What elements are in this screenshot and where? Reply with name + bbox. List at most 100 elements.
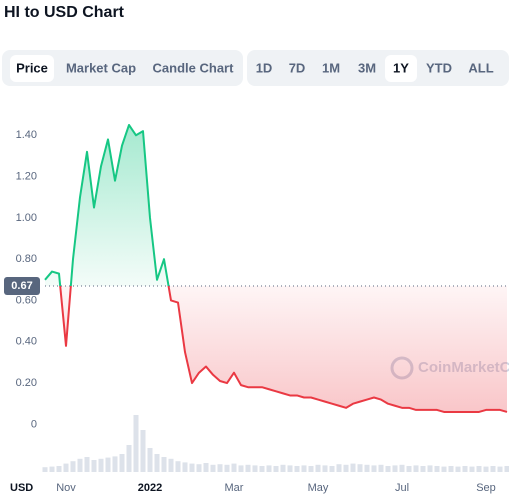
volume-bar xyxy=(490,466,496,472)
volume-bar xyxy=(84,457,90,472)
volume-bar xyxy=(420,466,426,472)
tab-group xyxy=(2,50,243,86)
volume-bar xyxy=(147,448,153,472)
y-tick-label: 0.40 xyxy=(16,336,37,348)
volume-bar xyxy=(70,461,76,472)
tab[interactable]: Market Cap xyxy=(66,60,136,75)
page-title: HI to USD Chart xyxy=(4,4,125,21)
volume-bar xyxy=(280,464,286,472)
volume-bar xyxy=(210,464,216,472)
volume-bar xyxy=(245,464,251,472)
volume-bar xyxy=(336,464,342,472)
volume-bar xyxy=(504,466,509,472)
volume-bar xyxy=(63,463,69,472)
volume-bar xyxy=(343,464,349,472)
volume-bar xyxy=(259,466,265,472)
volume-bar xyxy=(483,466,489,472)
volume-bar xyxy=(399,464,405,472)
volume-bar xyxy=(476,466,482,472)
y-tick-label: 1.40 xyxy=(16,129,37,141)
x-tick-label: Jul xyxy=(395,482,409,494)
volume-bar xyxy=(266,465,272,472)
price-area xyxy=(45,124,507,412)
range-button[interactable]: 3M xyxy=(358,60,376,75)
volume-bar xyxy=(112,456,118,472)
volume-bar xyxy=(231,463,237,472)
volume-bar xyxy=(217,464,223,472)
volume-bar xyxy=(252,465,258,472)
baseline-label: 0.67 xyxy=(11,280,32,292)
range-button[interactable]: ALL xyxy=(468,60,493,75)
tab-selected-bg xyxy=(10,55,54,82)
volume-bar xyxy=(350,463,356,472)
volume-bar xyxy=(168,458,174,472)
volume-bar xyxy=(203,463,209,472)
volume-bar xyxy=(140,430,146,472)
volume-bar xyxy=(182,462,188,472)
range-button[interactable]: 1M xyxy=(322,60,340,75)
x-tick-label: Nov xyxy=(56,482,76,494)
volume-bar xyxy=(462,466,468,472)
volume-bar xyxy=(315,464,321,472)
volume-bar xyxy=(392,465,398,472)
volume-bar xyxy=(378,464,384,472)
volume-bar xyxy=(56,466,62,472)
y-tick-label: 1.20 xyxy=(16,170,37,182)
volume-bar xyxy=(308,466,314,472)
volume-bar xyxy=(357,464,363,472)
price-line xyxy=(44,123,508,413)
volume-bar xyxy=(294,466,300,472)
currency-label: USD xyxy=(10,482,33,494)
volume-bar xyxy=(161,457,167,472)
y-tick-label: 0 xyxy=(31,418,37,430)
volume-bar xyxy=(224,464,230,472)
y-tick-label: 1.00 xyxy=(16,212,37,224)
volume-bar xyxy=(196,464,202,472)
volume-bar xyxy=(427,465,433,472)
range-selected-bg xyxy=(385,55,417,82)
volume-bar xyxy=(322,465,328,472)
range-button[interactable]: 7D xyxy=(289,60,306,75)
volume-bar xyxy=(175,461,181,472)
x-tick-label: Mar xyxy=(225,482,244,494)
x-tick-label: 2022 xyxy=(138,482,162,494)
volume-bar xyxy=(385,466,391,472)
volume-bar xyxy=(105,457,111,472)
volume-bar xyxy=(273,466,279,472)
x-tick-label: May xyxy=(308,482,329,494)
volume-bar xyxy=(364,464,370,472)
volume-bar xyxy=(119,454,125,472)
tab[interactable]: Candle Chart xyxy=(153,60,235,75)
range-button[interactable]: YTD xyxy=(426,60,452,75)
volume-bar xyxy=(434,466,440,472)
volume-bar xyxy=(42,467,48,472)
volume-bar xyxy=(497,466,503,472)
volume-bar xyxy=(469,466,475,472)
volume-bar xyxy=(301,465,307,472)
range-button[interactable]: 1Y xyxy=(393,60,409,75)
range-group xyxy=(247,50,509,86)
volume-bar xyxy=(98,458,104,472)
volume-bar xyxy=(329,466,335,472)
volume-bar xyxy=(77,458,83,472)
volume-bar xyxy=(287,465,293,472)
range-button[interactable]: 1D xyxy=(256,60,273,75)
volume-bar xyxy=(455,466,461,472)
y-tick-label: 0.20 xyxy=(16,377,37,389)
volume-bar xyxy=(126,445,132,472)
volume-bar xyxy=(189,463,195,472)
volume-bar xyxy=(154,454,160,472)
volume-bar xyxy=(441,466,447,472)
volume-bar xyxy=(238,465,244,472)
baseline-label-bg xyxy=(4,277,40,296)
volume-bar xyxy=(413,465,419,472)
volume-bar xyxy=(91,460,97,472)
volume-bar xyxy=(371,465,377,472)
x-tick-label: Sep xyxy=(476,482,496,494)
volume-bar xyxy=(406,466,412,472)
volume-bar xyxy=(448,466,454,472)
tab[interactable]: Price xyxy=(16,60,48,75)
y-tick-label: 0.60 xyxy=(16,294,37,306)
volume-bar xyxy=(49,466,55,472)
